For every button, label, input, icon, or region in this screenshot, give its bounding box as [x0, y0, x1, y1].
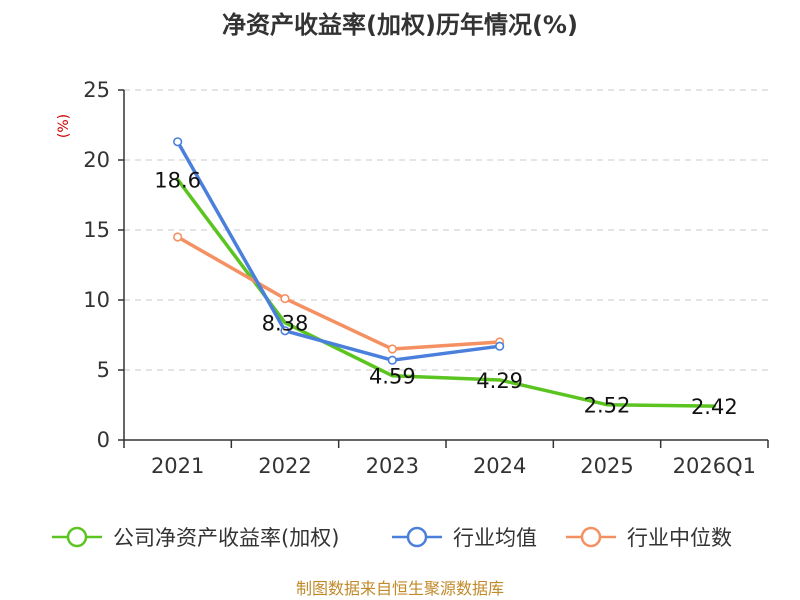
data-source-note: 制图数据来自恒生聚源数据库	[296, 579, 504, 598]
legend-label: 行业中位数	[627, 526, 732, 550]
y-tick-label: 10	[83, 288, 110, 312]
legend-label: 行业均值	[453, 526, 537, 550]
y-tick-label: 5	[97, 358, 110, 382]
legend-marker-2	[580, 526, 602, 548]
series-line-2	[175, 235, 502, 351]
data-label: 8.38	[262, 312, 309, 336]
series-point-2	[280, 294, 290, 304]
y-tick-label: 15	[83, 218, 110, 242]
x-tick-label: 2026Q1	[673, 454, 756, 478]
gridlines	[124, 89, 768, 371]
x-tick-label: 2023	[366, 454, 419, 478]
legend-marker-1	[406, 526, 428, 548]
legend[interactable]: 公司净资产收益率(加权) 行业均值 行业中位数	[52, 526, 732, 550]
y-axis-unit-label: (%)	[56, 114, 72, 138]
data-label: 4.59	[369, 365, 416, 389]
series-point-1	[387, 355, 397, 365]
y-tick-label: 25	[83, 78, 110, 102]
series-point-1	[495, 341, 505, 351]
data-label: 4.29	[476, 369, 523, 393]
data-labels: 18.6 8.38 4.59 4.29 2.52 2.42	[154, 169, 737, 420]
x-tick-label: 2022	[258, 454, 311, 478]
series-point-1	[173, 137, 183, 147]
legend-label: 公司净资产收益率(加权)	[113, 526, 339, 550]
y-tick-label: 0	[97, 428, 110, 452]
series-point-1	[280, 326, 290, 336]
x-tick-label: 2024	[473, 454, 526, 478]
series-point-2	[173, 232, 183, 242]
data-label: 18.6	[154, 169, 201, 193]
data-label: 2.52	[584, 394, 631, 418]
series-point-2	[387, 344, 397, 354]
series-line-1	[175, 140, 502, 362]
data-label: 2.42	[691, 395, 738, 419]
y-tick-label: 20	[83, 148, 110, 172]
x-tick-label: 2025	[580, 454, 633, 478]
series	[173, 137, 717, 408]
legend-marker-0	[66, 526, 88, 548]
x-tick-label: 2021	[151, 454, 204, 478]
series-line-0	[175, 177, 717, 408]
chart-title: 净资产收益率(加权)历年情况(%)	[222, 11, 578, 39]
